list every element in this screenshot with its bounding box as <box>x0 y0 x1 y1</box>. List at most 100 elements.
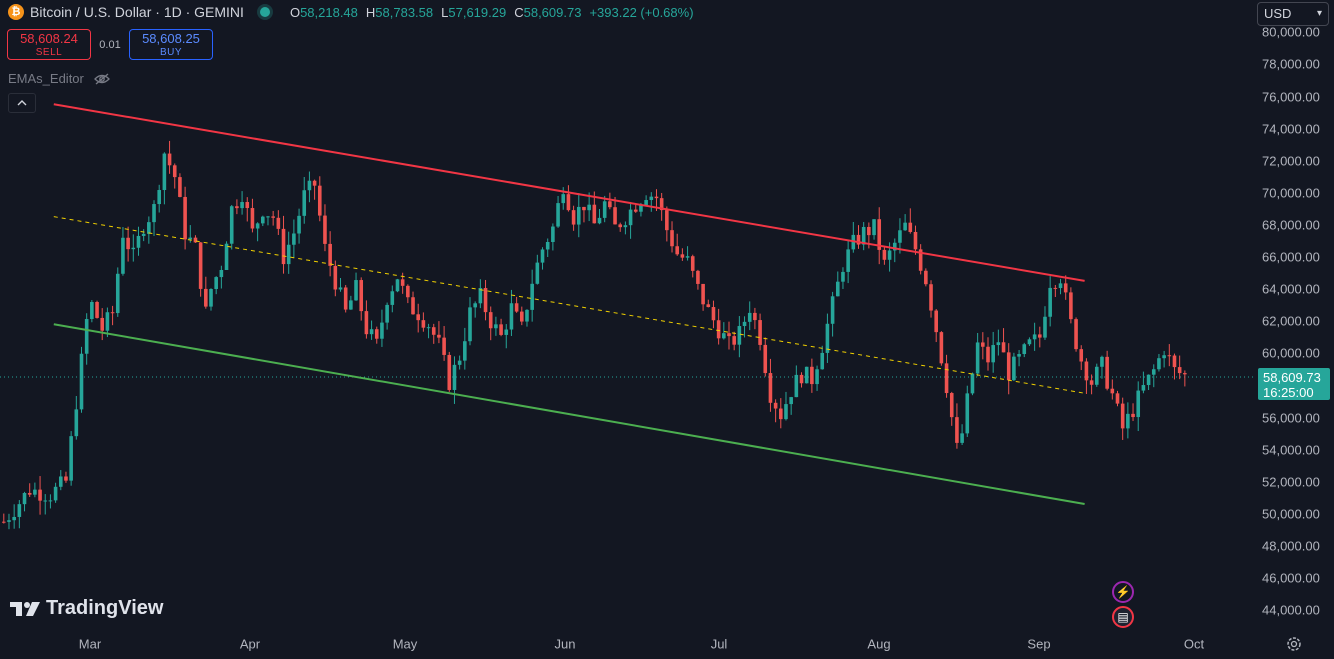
candle-body <box>623 225 628 228</box>
candle-body <box>43 500 48 502</box>
candle-body <box>706 304 711 308</box>
price-axis-label: 66,000.00 <box>1262 249 1320 265</box>
change-value: +393.22 (+0.68%) <box>589 4 694 20</box>
close-label: C <box>514 4 524 20</box>
upper-channel-line <box>53 103 1085 282</box>
candle-body <box>1069 292 1073 320</box>
candle-body <box>1094 366 1099 385</box>
candle-body <box>701 283 705 305</box>
candle-body <box>400 279 405 286</box>
candle-body <box>240 202 244 209</box>
candle-body <box>147 222 151 234</box>
candle-body <box>281 228 286 265</box>
candle-body <box>473 303 477 308</box>
price-axis-label: 50,000.00 <box>1262 506 1320 522</box>
candle-body <box>830 296 835 324</box>
candle-body <box>390 291 395 305</box>
indicator-legend[interactable]: EMAs_Editor <box>8 71 110 86</box>
price-axis-label: 70,000.00 <box>1262 185 1320 201</box>
eye-off-icon[interactable] <box>93 73 110 85</box>
candle-body <box>463 341 467 361</box>
candle-body <box>297 215 301 234</box>
candle-body <box>561 194 566 204</box>
price-axis-label: 62,000.00 <box>1262 313 1320 329</box>
indicator-name[interactable]: EMAs_Editor <box>8 71 84 86</box>
price-axis-label: 72,000.00 <box>1262 153 1320 169</box>
candle-body <box>690 256 695 271</box>
candle-body <box>841 271 845 282</box>
gear-icon[interactable] <box>1286 636 1302 652</box>
lightning-icon[interactable]: ⚡ <box>1112 581 1134 603</box>
candle-body <box>779 408 783 420</box>
candle-body <box>934 310 938 333</box>
candle-body <box>913 231 918 250</box>
current-price-value: 58,609.73 <box>1263 370 1321 385</box>
candle-body <box>918 249 923 271</box>
channel-midline <box>53 216 1085 394</box>
candle-body <box>385 304 389 323</box>
candle-body <box>468 307 472 342</box>
candle-body <box>1120 403 1125 429</box>
time-axis-label: May <box>392 636 418 652</box>
candle-body <box>722 333 726 339</box>
candle-body <box>784 404 788 420</box>
candle-body <box>245 202 250 209</box>
candle-body <box>597 217 602 224</box>
candle-body <box>33 489 37 495</box>
candle-body <box>898 230 902 243</box>
candle-body <box>810 366 814 385</box>
candle-body <box>753 312 757 321</box>
candle-body <box>747 312 752 322</box>
buy-button[interactable]: 58,608.25 BUY <box>129 29 213 60</box>
candle-body <box>628 209 633 226</box>
time-axis-label: Oct <box>1183 636 1205 652</box>
sell-price: 58,608.24 <box>20 31 78 46</box>
candle-body <box>178 177 182 197</box>
candle-body <box>162 153 167 191</box>
candle-body <box>115 273 120 314</box>
candle-body <box>763 344 768 374</box>
candle-body <box>970 373 975 394</box>
candle-body <box>95 302 99 318</box>
candle-body <box>374 329 379 339</box>
candle-body <box>1032 334 1037 340</box>
sell-button[interactable]: 58,608.24 SELL <box>7 29 91 60</box>
time-axis-label: Apr <box>239 636 261 652</box>
candle-body <box>1100 356 1104 367</box>
candle-body <box>193 237 198 243</box>
tradingview-icon <box>10 601 40 616</box>
candle-body <box>1183 373 1187 375</box>
candle-body <box>219 270 224 278</box>
candle-body <box>1105 356 1109 389</box>
candle-body <box>924 270 928 285</box>
candle-body <box>1084 361 1089 381</box>
collapse-legend-button[interactable] <box>8 93 36 113</box>
candle-body <box>483 288 488 313</box>
candle-body <box>696 270 700 284</box>
candle-body <box>229 206 234 244</box>
candle-body <box>768 373 773 403</box>
candle-body <box>939 332 944 364</box>
candle-body <box>892 242 897 251</box>
candle-body <box>172 165 177 178</box>
candle-body <box>1162 355 1166 359</box>
candle-body <box>804 366 809 384</box>
symbol-title[interactable]: Bitcoin / U.S. Dollar · 1D · GEMINI <box>30 4 244 20</box>
candle-body <box>711 307 716 321</box>
candle-body <box>1022 344 1027 355</box>
candle-body <box>110 312 115 314</box>
market-status-icon[interactable] <box>259 7 270 17</box>
us-flag-icon[interactable]: ▤ <box>1112 606 1134 628</box>
candle-body <box>960 433 964 443</box>
candle-body <box>1012 356 1016 381</box>
candle-body <box>364 311 369 335</box>
currency-select[interactable]: USD ▾ <box>1257 2 1329 26</box>
candle-body <box>349 300 353 310</box>
low-value: 57,619.29 <box>448 4 507 20</box>
candle-body <box>732 336 736 345</box>
tradingview-logo[interactable]: TradingView <box>10 597 163 620</box>
candle-body <box>131 247 136 250</box>
candle-body <box>571 210 576 225</box>
candle-body <box>975 342 980 374</box>
